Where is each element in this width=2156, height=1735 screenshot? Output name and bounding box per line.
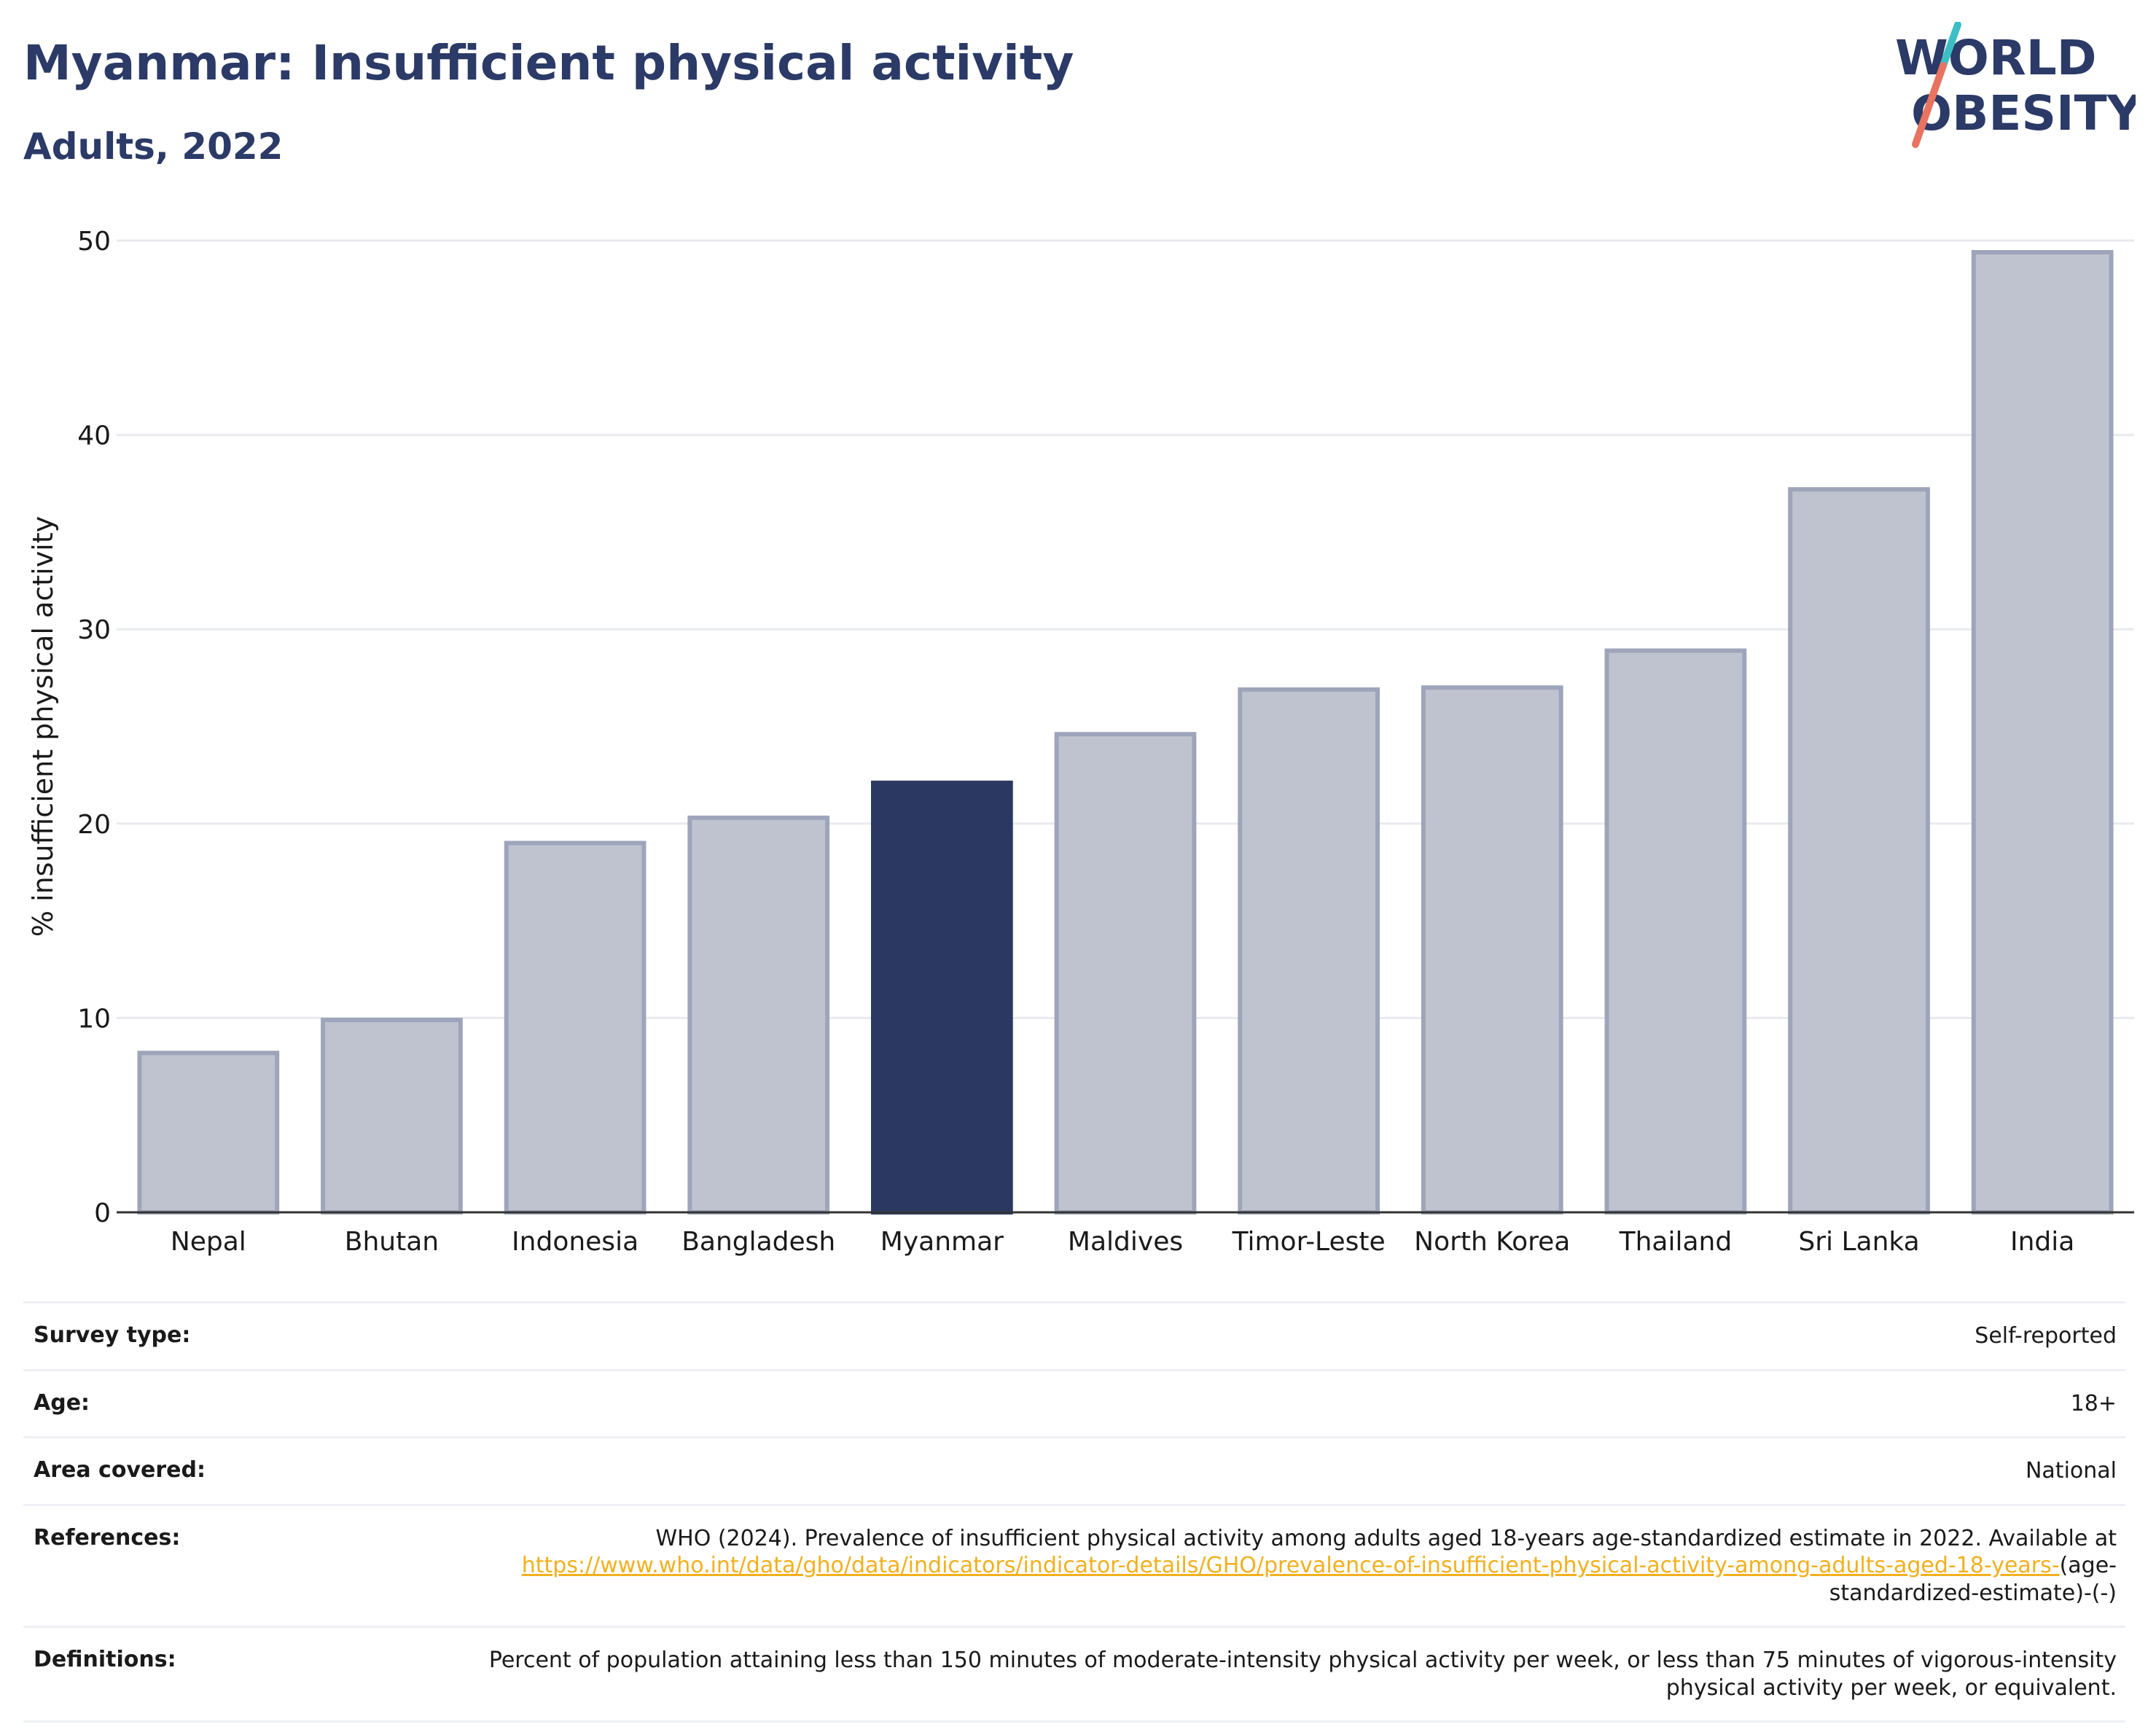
meta-row-age: Age: 18+ [23, 1368, 2125, 1437]
x-tick-label: Maldives [1068, 1227, 1183, 1257]
logo-slash-top [1940, 22, 1961, 69]
bars [137, 249, 2114, 1215]
meta-row-area: Area covered: National [23, 1436, 2125, 1504]
x-tick-label: Timor-Leste [1232, 1227, 1386, 1257]
bar [137, 1050, 280, 1214]
x-tick-label: Indonesia [512, 1227, 638, 1257]
x-tick-label: India [2010, 1227, 2074, 1257]
references-label: References: [34, 1524, 181, 1551]
bar [1604, 648, 1747, 1214]
page-title: Myanmar: Insufficient physical activity [23, 35, 1074, 91]
y-tick-label: 40 [77, 421, 111, 451]
world-obesity-logo: WORLD OBESITY [1895, 22, 2136, 148]
x-tick-label: Nepal [171, 1227, 246, 1257]
survey-type-label: Survey type: [34, 1322, 191, 1348]
bar [321, 1018, 463, 1215]
definitions-label: Definitions: [34, 1647, 176, 1672]
y-tick-label: 10 [77, 1004, 111, 1034]
logo-line1: WORLD [1895, 30, 2097, 86]
references-value: WHO (2024). Prevalence of insufficient p… [477, 1525, 2117, 1607]
y-tick-label: 20 [77, 810, 111, 840]
area-value: National [2025, 1458, 2117, 1483]
area-label: Area covered: [34, 1457, 206, 1483]
survey-type-value: Self-reported [1975, 1323, 2117, 1349]
x-axis-ticks: Nepal Bhutan Indonesia Bangladesh Myanmar Mal… [171, 1227, 2075, 1257]
y-tick-label: 30 [77, 615, 111, 645]
bar [504, 841, 647, 1215]
x-tick-label: Bangladesh [681, 1227, 835, 1257]
bar [1971, 249, 2114, 1215]
references-link[interactable]: https://www.who.int/data/gho/data/indica… [521, 1553, 2060, 1578]
bar-chart: 0 10 20 30 40 50 Nepal Bhutan Indonesia Banglade… [27, 227, 2134, 1257]
references-suffix: (age-standardized-estimate)-(-) [1829, 1553, 2117, 1606]
y-tick-label: 0 [94, 1198, 111, 1228]
x-tick-label: Myanmar [880, 1227, 1004, 1257]
logo-slash-bottom [1912, 62, 1947, 148]
bar [1054, 732, 1197, 1214]
meta-row-survey-type: Survey type: Self-reported [23, 1301, 2125, 1369]
x-tick-label: Thailand [1619, 1227, 1733, 1257]
definitions-value: Percent of population attaining less tha… [488, 1648, 2117, 1701]
page-subtitle: Adults, 2022 [23, 125, 284, 168]
references-text: WHO (2024). Prevalence of insufficient p… [655, 1525, 2117, 1551]
bar [1421, 685, 1563, 1214]
metadata-table: Survey type: Self-reported Age: 18+ Area… [23, 1301, 2125, 1723]
meta-row-definitions: Definitions: Percent of population attai… [23, 1626, 2125, 1723]
age-value: 18+ [2070, 1390, 2117, 1416]
y-tick-label: 50 [77, 227, 111, 257]
y-axis-ticks: 0 10 20 30 40 50 [77, 227, 111, 1228]
meta-row-references: References: WHO (2024). Prevalence of in… [23, 1503, 2125, 1626]
bar [1788, 487, 1930, 1214]
x-tick-label: Sri Lanka [1798, 1227, 1919, 1257]
x-tick-label: Bhutan [345, 1227, 439, 1257]
logo-line2: OBESITY [1911, 85, 2136, 141]
bar [871, 780, 1013, 1214]
bar [1238, 687, 1380, 1214]
y-axis-title: % insufficient physical activity [27, 516, 59, 937]
age-label: Age: [34, 1389, 90, 1416]
bar [687, 815, 830, 1214]
x-tick-label: North Korea [1414, 1227, 1570, 1257]
